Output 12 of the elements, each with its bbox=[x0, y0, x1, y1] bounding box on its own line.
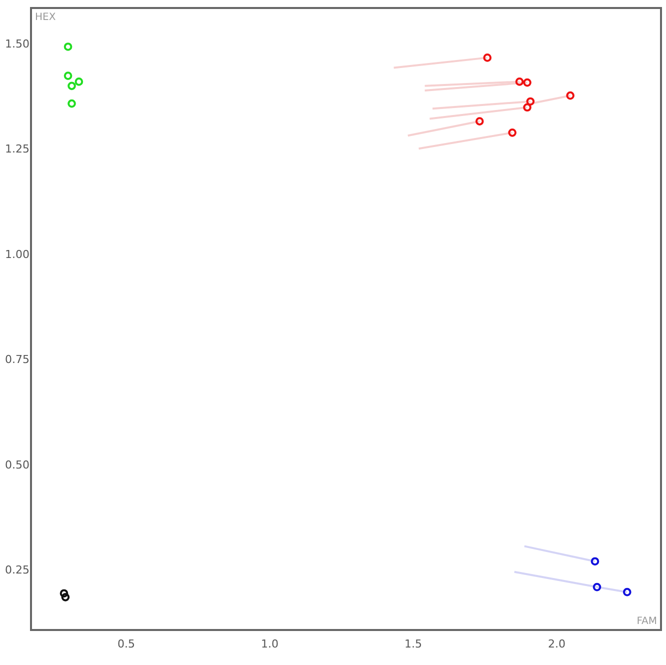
x-tick-label: 2.0 bbox=[548, 638, 566, 650]
y-axis-title: HEX bbox=[35, 12, 56, 23]
x-tick-label: 0.5 bbox=[117, 638, 135, 650]
y-tick-label: 0.75 bbox=[5, 353, 30, 366]
y-tick-label: 1.00 bbox=[5, 248, 30, 261]
y-tick-label: 1.25 bbox=[5, 142, 30, 156]
y-tick-label: 0.25 bbox=[5, 564, 30, 577]
x-tick-label: 1.0 bbox=[260, 638, 278, 650]
x-tick-label: 1.5 bbox=[404, 638, 422, 650]
y-tick-label: 0.50 bbox=[5, 458, 30, 472]
x-axis-title: FAM bbox=[636, 616, 657, 627]
y-tick-label: 1.50 bbox=[5, 37, 30, 50]
